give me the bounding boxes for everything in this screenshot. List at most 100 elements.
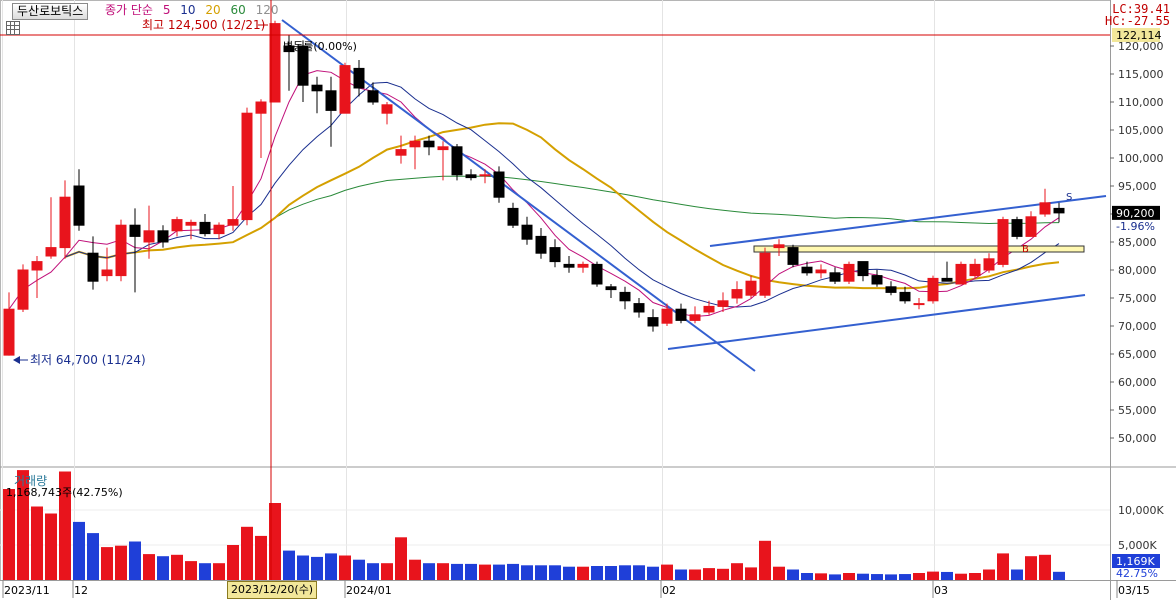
grid-icon[interactable] [6,21,20,35]
candle-body [689,314,701,321]
price-tick-label: 75,000 [1118,292,1157,305]
volume-bar [73,521,85,580]
volume-bar [521,565,533,580]
volume-bar [997,553,1009,580]
candle-body [899,291,911,302]
chart-handle[interactable] [3,3,11,18]
volume-bar [465,563,477,580]
candle-body [451,146,463,176]
volume-bar [899,574,911,580]
volume-bar [927,571,939,580]
candle-body [213,224,225,235]
ma-period-60[interactable]: 60 [230,3,246,17]
volume-bar [1025,556,1037,580]
volume-bar [1039,554,1051,580]
candle-body [619,291,631,302]
volume-bar [45,513,57,580]
candle-body [605,286,617,291]
ma-period-5[interactable]: 5 [162,3,171,17]
sell-marker: S [1066,192,1072,203]
volume-bar [563,566,575,580]
price-tick-label: 115,000 [1118,68,1164,81]
volume-bar [185,561,197,580]
low-arrow [13,356,20,364]
candle-body [927,277,939,302]
candle-body [395,149,407,156]
volume-bar [577,566,589,580]
volume-bar [871,574,883,580]
price-tick-label: 105,000 [1118,124,1164,137]
price-tick-label: 85,000 [1118,236,1157,249]
candle-body [381,104,393,114]
price-tick-label: 65,000 [1118,348,1157,361]
volume-bar [843,573,855,580]
volume-bar [815,573,827,580]
volume-bar [143,554,155,580]
price-tick-label: 55,000 [1118,404,1157,417]
volume-bar [101,547,113,580]
volume-bar [325,553,337,580]
candle-body [773,244,785,249]
volume-bar [675,569,687,580]
time-tick-label: 12 [74,584,88,597]
crosshair-date-tag: 2023/12/20(수) [227,581,318,599]
ma-label: 종가 단순 [105,3,153,17]
candle-body [171,219,183,232]
moving-average-layer [8,70,1060,318]
volume-bar [409,559,421,580]
candle-body [311,84,323,92]
volume-bar [885,574,897,580]
candle-body [591,263,603,285]
candle-body [157,230,169,243]
lc-value: LC:39.41 [1112,2,1170,16]
candle-body [269,23,281,103]
volume-bar [801,573,813,580]
candle-body [815,269,827,274]
candle-body [1053,207,1065,214]
volume-title: 거래량 [14,474,48,488]
volume-bar [255,535,267,580]
candle-body [549,247,561,263]
candle-body [465,174,477,179]
candle-body [479,174,491,177]
volume-bar [115,545,127,580]
volume-bar [423,563,435,580]
volume-bar [787,569,799,580]
candle-body [829,272,841,282]
candle-body [941,277,953,282]
volume-bar [283,550,295,580]
volume-bar [689,569,701,580]
candle-body [577,263,589,268]
stock-name-button[interactable]: 두산로보틱스 [12,3,89,20]
time-tick-label: 03 [934,584,948,597]
channel-lower-line [667,294,1086,350]
candle-body [1039,202,1051,215]
volume-bar [157,556,169,580]
high-annotation: 최고 124,500 (12/21) [142,18,265,32]
candle-body [129,224,141,237]
volume-bar [1053,571,1065,580]
candle-body [983,258,995,271]
candle-body [521,224,533,240]
volume-bar [829,574,841,580]
ma-legend: 종가 단순 5 10 20 60 120 [105,3,285,18]
candle-body [283,45,295,53]
volume-layer [3,470,1065,580]
volume-bar [171,554,183,580]
current-volume-pct-tag: 42.75% [1116,567,1158,580]
price-tick-label: 95,000 [1118,180,1157,193]
ma-period-10[interactable]: 10 [180,3,196,17]
ma-period-120[interactable]: 120 [255,3,279,17]
candle-body [45,247,57,257]
candle-body [143,230,155,243]
price-tick-label: 110,000 [1118,96,1164,109]
volume-bar [241,526,253,580]
current-volume-tag: 1,169K [1116,555,1155,568]
ma-period-20[interactable]: 20 [205,3,221,17]
candle-body [857,261,869,277]
candle-body [101,269,113,277]
current-price-tag-bg [1112,205,1160,220]
